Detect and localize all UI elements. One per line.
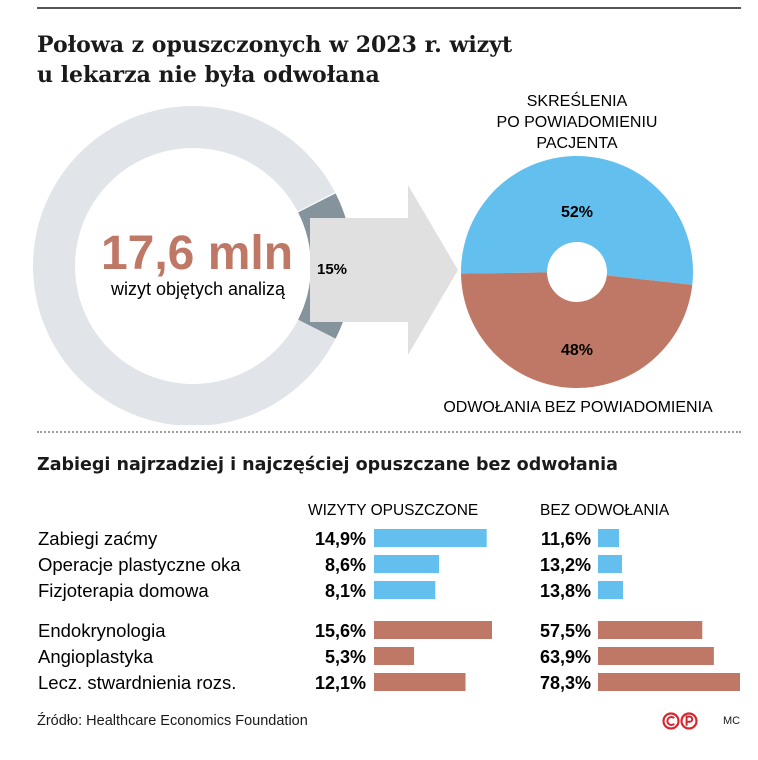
source-note: Źródło: Healthcare Economics Foundation — [37, 713, 308, 729]
value-label-visits: 8,6% — [325, 555, 366, 575]
donut-label-top-line-1: SKREŚLENIA — [527, 91, 628, 110]
bar-visits — [374, 673, 466, 691]
bar-visits — [374, 621, 492, 639]
bar-visits — [374, 529, 487, 547]
value-label-visits: 12,1% — [315, 673, 366, 693]
bar-chart-title: Zabiegi najrzadziej i najczęściej opuszc… — [37, 455, 618, 475]
top-chart: 17,6 mln wizyt objętych analizą 15% SKRE… — [32, 91, 713, 425]
column-header-no-cancel: BEZ ODWOŁANIA — [540, 502, 670, 519]
value-label-no-cancel: 78,3% — [540, 673, 591, 693]
value-label-no-cancel: 11,6% — [541, 529, 591, 549]
donut-value-label-bottom: 48% — [561, 342, 593, 359]
bar-visits — [374, 581, 436, 599]
value-label-no-cancel: 13,2% — [540, 555, 591, 575]
top-rule — [37, 7, 741, 9]
bar-rows: Zabiegi zaćmy 14,9% 11,6% Operacje plastycz… — [38, 528, 740, 693]
value-label-visits: 15,6% — [315, 621, 366, 641]
author-credit: MC — [723, 715, 741, 727]
value-label-no-cancel: 63,9% — [540, 647, 591, 667]
category-label: Operacje plastyczne oka — [38, 554, 241, 575]
bar-visits — [374, 555, 440, 573]
donut-label-bottom: ODWOŁANIA BEZ POWIADOMIENIA — [443, 399, 713, 416]
value-label-visits: 8,1% — [325, 581, 366, 601]
value-label-no-cancel: 13,8% — [540, 581, 591, 601]
chart-title: Połowa z opuszczonych w 2023 r. wizyt u … — [37, 32, 513, 88]
bar-no-cancel — [598, 647, 714, 665]
category-label: Zabiegi zaćmy — [38, 528, 158, 549]
bar-chart: WIZYTY OPUSZCZONE BEZ ODWOŁANIA Zabiegi … — [38, 502, 740, 693]
bar-no-cancel — [598, 621, 703, 639]
ring-slice-label: 15% — [317, 261, 347, 278]
big-number: 17,6 mln — [101, 227, 293, 280]
copyright-logo-icon — [662, 712, 698, 730]
donut-slice-no-notice — [461, 272, 693, 389]
bar-visits — [374, 647, 415, 665]
value-label-no-cancel: 57,5% — [540, 621, 591, 641]
value-label-visits: 14,9% — [315, 529, 366, 549]
donut-label-top-line-3: PACJENTA — [536, 135, 618, 152]
value-label-visits: 5,3% — [325, 647, 366, 667]
donut-label-top-line-2: PO POWIADOMIENIU — [497, 114, 658, 131]
column-header-visits: WIZYTY OPUSZCZONE — [308, 502, 478, 519]
arrow-shape — [310, 185, 458, 355]
bar-no-cancel — [598, 555, 622, 573]
donut-value-label-top: 52% — [561, 204, 593, 221]
donut-slice-notified — [461, 156, 693, 285]
bar-no-cancel — [598, 581, 624, 599]
section-divider — [37, 431, 741, 433]
category-label: Angioplastyka — [38, 646, 154, 667]
outcome-donut — [461, 156, 693, 389]
category-label: Endokrynologia — [38, 620, 166, 641]
bar-no-cancel — [598, 529, 620, 547]
bar-no-cancel — [598, 673, 740, 691]
category-label: Lecz. stwardnienia rozs. — [38, 672, 236, 693]
category-label: Fizjoterapia domowa — [38, 580, 209, 601]
big-number-caption: wizyt objętych analizą — [110, 279, 286, 299]
